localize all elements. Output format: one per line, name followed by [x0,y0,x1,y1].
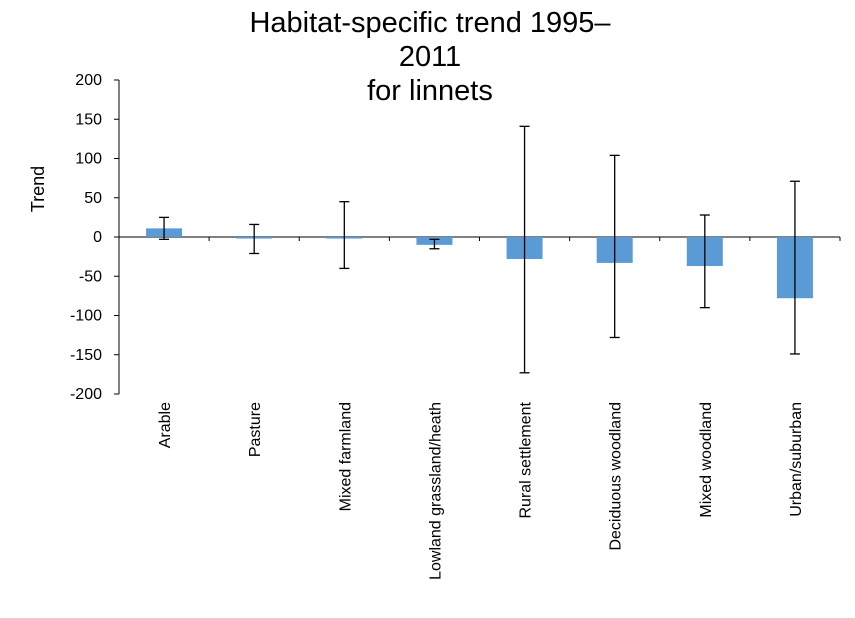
category-label: Arable [157,402,174,448]
category-label: Deciduous woodland [608,402,625,551]
y-axis-title: Trend [28,166,48,212]
chart-title-line-1: Habitat-specific trend 1995–2011 [249,7,611,73]
category-label: Mixed woodland [698,402,715,518]
y-tick-label: 50 [84,190,102,207]
category-label: Mixed farmland [337,402,354,511]
category-label: Pasture [247,402,264,457]
category-label: Lowland grassland/heath [427,402,444,580]
chart-title-line-2: for linnets [367,75,493,107]
y-tick-label: 100 [75,151,102,168]
chart-title: Habitat-specific trend 1995–2011 for lin… [230,6,630,108]
y-tick-label: -150 [70,347,102,364]
category-label: Rural settlement [518,401,535,518]
category-label: Urban/suburban [788,402,805,517]
y-tick-label: 200 [75,72,102,89]
y-tick-label: 0 [93,229,102,246]
y-tick-label: -50 [79,268,102,285]
y-tick-label: -100 [70,308,102,325]
y-tick-label: 150 [75,111,102,128]
y-tick-label: -200 [70,386,102,403]
